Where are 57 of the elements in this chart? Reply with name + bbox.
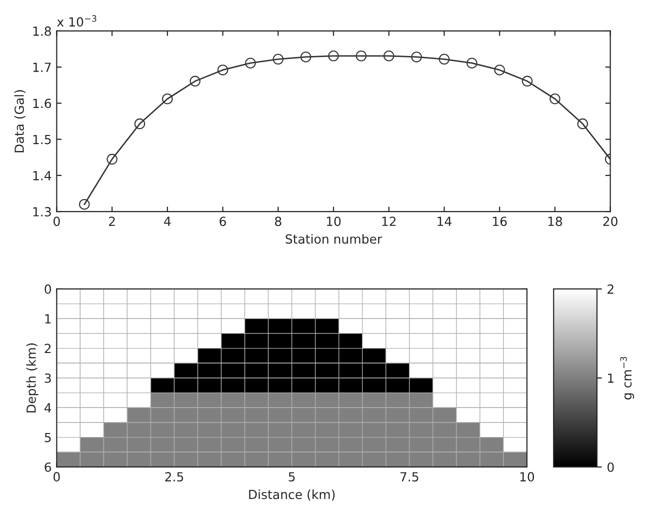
x-tick-label: 0 (54, 472, 60, 482)
text: x 10$^{−3}$ (57, 15, 96, 27)
x-axis-title: Station number (286, 234, 382, 244)
x-tick-label: 6 (220, 216, 226, 226)
x-tick-label: 14 (438, 216, 452, 226)
point (162, 93, 173, 104)
color-bar-label: 1 (608, 374, 614, 383)
x-tick-label: 4 (164, 216, 171, 226)
y-tick-label: 1.4 (33, 171, 52, 180)
point (106, 154, 118, 165)
y-tick-label: 1.3 (33, 207, 51, 216)
point (328, 50, 339, 62)
point (272, 54, 284, 65)
y-axis-title: Depth (km) (26, 343, 38, 412)
point (217, 64, 228, 76)
y-tick-label: 1 (45, 314, 51, 324)
x-tick-label: 12 (382, 216, 396, 226)
x-tick-label: 18 (548, 216, 562, 226)
point (466, 58, 478, 68)
x-axis-title: Distance (km) (249, 489, 335, 501)
x-tick-label: 2.5 (165, 472, 184, 482)
y-tick-label: 0 (44, 284, 52, 294)
x-tick-label: 7.5 (400, 472, 418, 482)
x-tick-label: 5 (288, 472, 295, 482)
point (134, 118, 146, 130)
y-tick-label: 4 (44, 403, 52, 412)
color-bar-label: 0 (608, 462, 614, 472)
x-tick-label: 0 (54, 216, 60, 226)
y-tick-label: 1.6 (33, 98, 52, 108)
x-tick-label: 16 (493, 216, 507, 226)
y-axis-title: Data (Gal) (14, 90, 26, 152)
y-tick-label: 6 (44, 462, 52, 472)
x-tick-label: 20 (603, 216, 618, 226)
point (356, 50, 367, 62)
y-tick-label: 3 (44, 373, 51, 383)
y-tick-label: 1.7 (33, 62, 51, 72)
point (78, 198, 90, 210)
point (383, 50, 394, 62)
x-tick-label: 10 (520, 472, 534, 482)
point (577, 118, 588, 130)
point (245, 58, 256, 68)
y-tick-label: 2 (44, 344, 51, 354)
point (522, 76, 533, 87)
point (300, 52, 312, 62)
color-bar-label: 2 (608, 284, 614, 294)
color-bar-title: g cm$^{−3}$ (620, 356, 634, 400)
point (550, 93, 560, 104)
x-tick-label: 8 (275, 216, 282, 226)
point (411, 52, 422, 62)
x-tick-label: 10 (326, 216, 341, 226)
y-tick-label: 1.8 (33, 26, 51, 36)
y-tick-label: 1.5 (33, 134, 51, 144)
y-tick-label: 5 (44, 432, 51, 442)
point (438, 54, 450, 65)
point (494, 64, 505, 76)
point (190, 76, 200, 87)
x-tick-label: 2 (108, 216, 115, 226)
